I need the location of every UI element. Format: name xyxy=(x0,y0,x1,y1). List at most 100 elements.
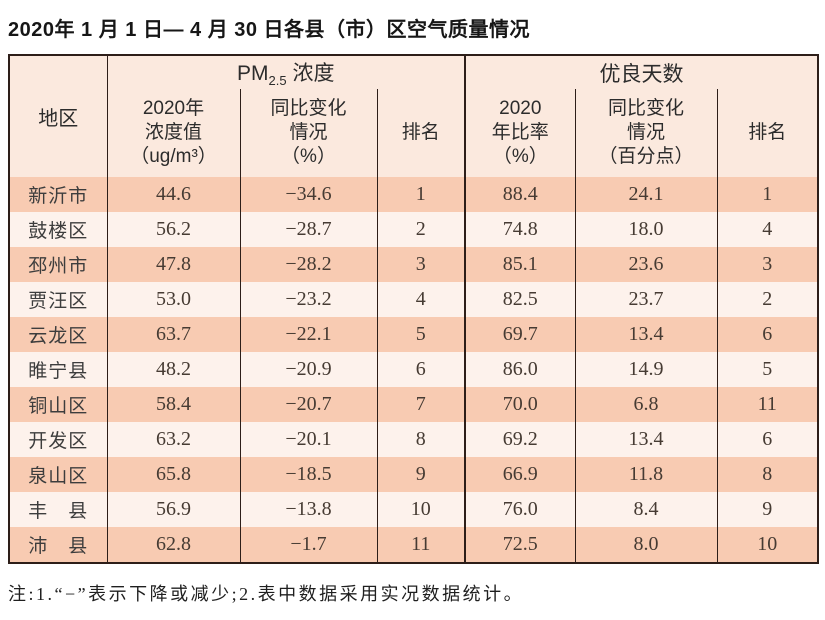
days-change-cell: 18.0 xyxy=(574,212,718,247)
days-rank-cell: 5 xyxy=(716,352,819,387)
days-change-cell: 23.7 xyxy=(574,282,718,317)
days-rank-cell: 10 xyxy=(716,527,819,563)
days-change-cell: 6.8 xyxy=(574,387,718,422)
region-cell: 云龙区 xyxy=(9,317,107,352)
pm-rank-cell: 3 xyxy=(376,247,466,282)
group-header-good-days: 优良天数 xyxy=(464,55,819,89)
days-change-cell: 23.6 xyxy=(574,247,718,282)
days-rank-cell: 8 xyxy=(716,457,819,492)
column-header-pm-rank: 排名 xyxy=(376,89,466,177)
region-cell: 沛 县 xyxy=(9,527,107,563)
pm-change-cell: −23.2 xyxy=(239,282,377,317)
pm-change-cell: −22.1 xyxy=(239,317,377,352)
pm-change-cell: −20.9 xyxy=(239,352,377,387)
days-rate-cell: 74.8 xyxy=(464,212,576,247)
group-header-row: 地区 PM2.5 浓度 优良天数 xyxy=(9,55,819,177)
pm-value-cell: 58.4 xyxy=(106,387,240,422)
days-rate-cell: 86.0 xyxy=(464,352,576,387)
pm-change-cell: −28.2 xyxy=(239,247,377,282)
days-rank-cell: 4 xyxy=(716,212,819,247)
days-change-cell: 11.8 xyxy=(574,457,718,492)
table-row: 贾汪区 53.0 −23.2 4 82.5 23.7 2 xyxy=(9,282,819,317)
pm-rank-cell: 11 xyxy=(376,527,466,563)
pm-value-cell: 56.2 xyxy=(106,212,240,247)
sub-header-row: 2020年 浓度值 （ug/m³） 同比变化 情况 （%） 排名 2020 年比… xyxy=(9,89,819,177)
days-rate-cell: 88.4 xyxy=(464,177,576,212)
pm-rank-cell: 9 xyxy=(376,457,466,492)
pm25-subscript: 2.5 xyxy=(268,73,287,89)
pm25-label: PM2.5 浓度 xyxy=(237,61,335,89)
table-row: 丰 县 56.9 −13.8 10 76.0 8.4 9 xyxy=(9,492,819,527)
days-rate-cell: 66.9 xyxy=(464,457,576,492)
days-rank-cell: 6 xyxy=(716,422,819,457)
pm-change-cell: −34.6 xyxy=(239,177,377,212)
table-body: 新沂市 44.6 −34.6 1 88.4 24.1 1 鼓楼区 56.2 −2… xyxy=(9,177,819,563)
days-rank-cell: 6 xyxy=(716,317,819,352)
pm-rank-cell: 2 xyxy=(376,212,466,247)
region-cell: 邳州市 xyxy=(9,247,107,282)
region-cell: 新沂市 xyxy=(9,177,107,212)
days-change-cell: 8.0 xyxy=(574,527,718,563)
days-change-cell: 13.4 xyxy=(574,317,718,352)
days-rate-cell: 76.0 xyxy=(464,492,576,527)
column-header-region: 地区 xyxy=(9,55,107,177)
table-row: 泉山区 65.8 −18.5 9 66.9 11.8 8 xyxy=(9,457,819,492)
column-header-days-rank: 排名 xyxy=(716,89,819,177)
region-cell: 铜山区 xyxy=(9,387,107,422)
table-row: 云龙区 63.7 −22.1 5 69.7 13.4 6 xyxy=(9,317,819,352)
days-rate-cell: 69.2 xyxy=(464,422,576,457)
air-quality-table: 地区 PM2.5 浓度 优良天数 2020年 浓度值 （ug/m³） 同比变化 … xyxy=(8,54,820,564)
pm-value-cell: 47.8 xyxy=(106,247,240,282)
page-title: 2020年 1 月 1 日— 4 月 30 日各县（市）区空气质量情况 xyxy=(8,19,531,41)
column-header-days-rate: 2020 年比率 （%） xyxy=(464,89,576,177)
days-rate-cell: 70.0 xyxy=(464,387,576,422)
pm-change-cell: −20.1 xyxy=(239,422,377,457)
pm-value-cell: 63.2 xyxy=(106,422,240,457)
region-cell: 丰 县 xyxy=(9,492,107,527)
pm-value-cell: 63.7 xyxy=(106,317,240,352)
region-cell: 鼓楼区 xyxy=(9,212,107,247)
pm-value-cell: 48.2 xyxy=(106,352,240,387)
table-row: 新沂市 44.6 −34.6 1 88.4 24.1 1 xyxy=(9,177,819,212)
pm-rank-cell: 4 xyxy=(376,282,466,317)
days-rank-cell: 1 xyxy=(716,177,819,212)
group-header-pm25: PM2.5 浓度 xyxy=(106,55,466,89)
table-header: 地区 PM2.5 浓度 优良天数 2020年 浓度值 （ug/m³） 同比变化 … xyxy=(9,55,819,177)
pm-change-cell: −28.7 xyxy=(239,212,377,247)
table-row: 邳州市 47.8 −28.2 3 85.1 23.6 3 xyxy=(9,247,819,282)
region-cell: 睢宁县 xyxy=(9,352,107,387)
column-header-pm-value: 2020年 浓度值 （ug/m³） xyxy=(106,89,240,177)
pm-rank-cell: 1 xyxy=(376,177,466,212)
days-rate-cell: 82.5 xyxy=(464,282,576,317)
table-row: 鼓楼区 56.2 −28.7 2 74.8 18.0 4 xyxy=(9,212,819,247)
pm-rank-cell: 8 xyxy=(376,422,466,457)
days-rate-cell: 85.1 xyxy=(464,247,576,282)
table-footnote: 注:1.“−”表示下降或减少;2.表中数据采用实况数据统计。 xyxy=(8,584,525,604)
pm-value-cell: 44.6 xyxy=(106,177,240,212)
days-rate-cell: 72.5 xyxy=(464,527,576,563)
days-rank-cell: 11 xyxy=(716,387,819,422)
pm-value-cell: 62.8 xyxy=(106,527,240,563)
column-header-pm-change: 同比变化 情况 （%） xyxy=(239,89,377,177)
pm-rank-cell: 10 xyxy=(376,492,466,527)
pm-change-cell: −20.7 xyxy=(239,387,377,422)
table-row: 铜山区 58.4 −20.7 7 70.0 6.8 11 xyxy=(9,387,819,422)
days-change-cell: 14.9 xyxy=(574,352,718,387)
pm-rank-cell: 7 xyxy=(376,387,466,422)
pm-value-cell: 53.0 xyxy=(106,282,240,317)
region-cell: 开发区 xyxy=(9,422,107,457)
pm-change-cell: −13.8 xyxy=(239,492,377,527)
days-change-cell: 24.1 xyxy=(574,177,718,212)
days-rank-cell: 3 xyxy=(716,247,819,282)
table-row: 开发区 63.2 −20.1 8 69.2 13.4 6 xyxy=(9,422,819,457)
pm-rank-cell: 6 xyxy=(376,352,466,387)
pm-change-cell: −1.7 xyxy=(239,527,377,563)
table-row: 睢宁县 48.2 −20.9 6 86.0 14.9 5 xyxy=(9,352,819,387)
days-rank-cell: 2 xyxy=(716,282,819,317)
days-rank-cell: 9 xyxy=(716,492,819,527)
days-rate-cell: 69.7 xyxy=(464,317,576,352)
region-cell: 贾汪区 xyxy=(9,282,107,317)
days-change-cell: 13.4 xyxy=(574,422,718,457)
pm-value-cell: 56.9 xyxy=(106,492,240,527)
pm-value-cell: 65.8 xyxy=(106,457,240,492)
